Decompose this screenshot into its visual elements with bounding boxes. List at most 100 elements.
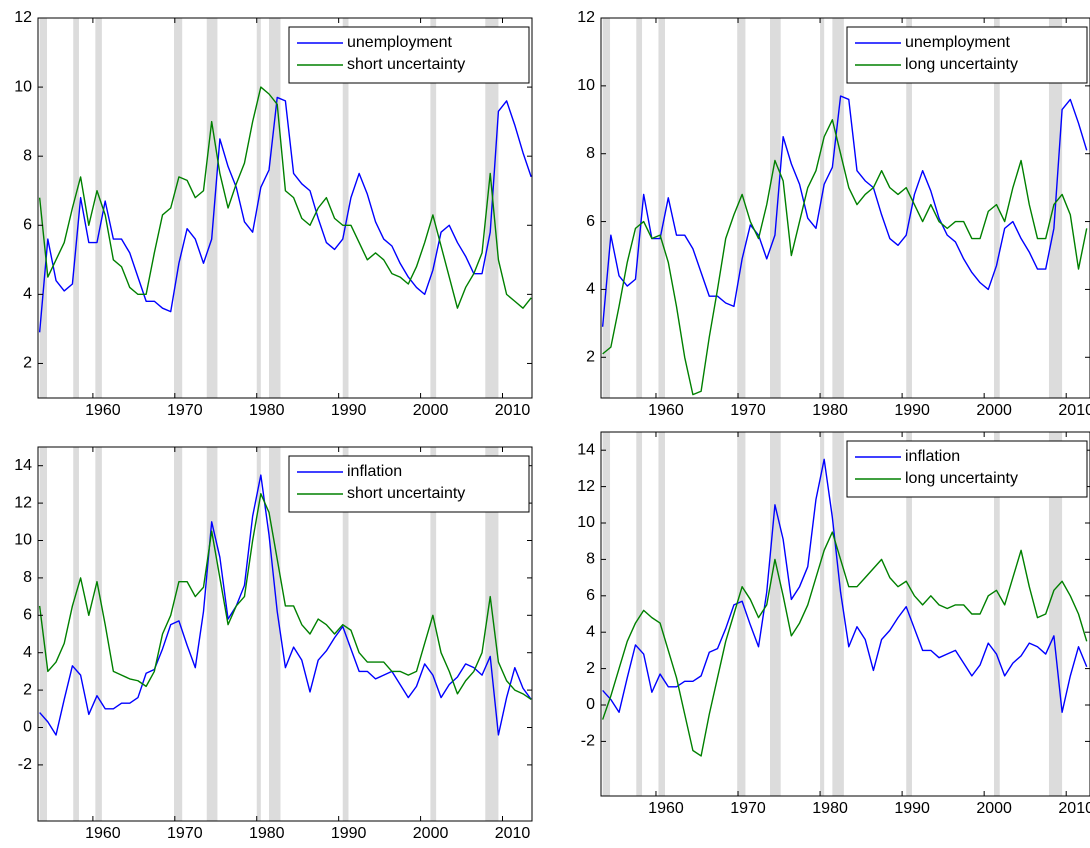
series-line xyxy=(602,119,1088,396)
y-tick-label: 12 xyxy=(577,9,595,26)
y-tick-label: 12 xyxy=(14,494,32,511)
series-line xyxy=(38,86,532,309)
legend-label: inflation xyxy=(905,448,960,465)
y-tick-label: 0 xyxy=(586,696,595,713)
recession-band xyxy=(770,432,781,796)
legend-label: short uncertainty xyxy=(347,485,465,502)
legend-box xyxy=(846,440,1088,498)
y-tick-label: 12 xyxy=(14,9,32,26)
series-line xyxy=(602,458,1088,713)
x-tick-label: 1980 xyxy=(812,402,848,419)
recession-band xyxy=(95,447,102,821)
recession-band xyxy=(430,18,437,398)
x-tick-label: 1990 xyxy=(331,402,367,419)
recession-band xyxy=(658,432,665,796)
plot-area xyxy=(601,432,1088,796)
legend: unemployment long uncertainty xyxy=(846,26,1088,84)
y-tick-label: 8 xyxy=(586,551,595,568)
y-tick-label: -2 xyxy=(581,733,595,750)
x-tick-label: 2010 xyxy=(495,825,531,842)
recession-band xyxy=(95,18,102,398)
recession-band xyxy=(256,18,261,398)
legend-box xyxy=(288,455,530,513)
legend: inflation short uncertainty xyxy=(288,455,530,513)
legend-label: long uncertainty xyxy=(905,56,1018,73)
recession-band xyxy=(994,432,1000,796)
recession-band xyxy=(737,432,746,796)
y-tick-label: -2 xyxy=(18,756,32,773)
y-tick-label: 14 xyxy=(577,441,595,458)
chart-panel: 2 4 6 8 10 12 1960 1970 1980 1990 2000 2010 unemploy… xyxy=(14,9,533,419)
recession-band xyxy=(636,18,643,398)
x-tick-label: 1970 xyxy=(730,402,766,419)
recession-band xyxy=(770,18,781,398)
y-tick-label: 6 xyxy=(586,587,595,604)
recession-band xyxy=(636,432,643,796)
series-line xyxy=(601,531,1088,757)
axes-box xyxy=(37,17,533,399)
x-tick-label: 2000 xyxy=(413,825,449,842)
chart-panel: -2 0 2 4 6 8 10 12 14 1960 1970 1980 1990 2000 2010 inf… xyxy=(14,446,533,842)
x-tick-label: 1960 xyxy=(85,402,121,419)
y-tick-label: 4 xyxy=(23,644,32,661)
recession-band xyxy=(430,447,437,821)
recession-band xyxy=(737,18,746,398)
y-tick-label: 10 xyxy=(14,532,32,549)
y-tick-label: 2 xyxy=(586,660,595,677)
recession-band xyxy=(906,18,912,398)
plot-area xyxy=(38,18,532,398)
y-tick-label: 8 xyxy=(23,147,32,164)
recession-band xyxy=(206,18,218,398)
legend-box xyxy=(846,26,1088,84)
series-line xyxy=(39,474,532,736)
y-tick-label: 4 xyxy=(23,286,32,303)
legend-label: unemployment xyxy=(347,34,453,51)
y-tick-label: 14 xyxy=(14,457,32,474)
recession-band xyxy=(602,18,611,398)
recession-band xyxy=(256,447,261,821)
recession-band xyxy=(342,18,349,398)
x-tick-label: 1960 xyxy=(648,800,684,817)
x-tick-label: 2000 xyxy=(976,402,1012,419)
recession-band xyxy=(73,18,79,398)
y-tick-label: 0 xyxy=(23,719,32,736)
recession-band xyxy=(173,447,183,821)
recession-band xyxy=(602,432,611,796)
x-tick-label: 2000 xyxy=(976,800,1012,817)
recession-band xyxy=(1048,432,1063,796)
x-tick-label: 1990 xyxy=(894,800,930,817)
x-tick-label: 1980 xyxy=(249,825,285,842)
y-tick-label: 2 xyxy=(23,355,32,372)
y-tick-label: 4 xyxy=(586,281,595,298)
x-tick-label: 1960 xyxy=(648,402,684,419)
x-tick-label: 2010 xyxy=(1058,800,1090,817)
legend: unemployment short uncertainty xyxy=(288,26,530,84)
x-tick-label: 1970 xyxy=(167,402,203,419)
x-tick-label: 2010 xyxy=(495,402,531,419)
legend: inflation long uncertainty xyxy=(846,440,1088,498)
plot-area xyxy=(601,18,1088,398)
legend-label: unemployment xyxy=(905,34,1011,51)
y-tick-label: 12 xyxy=(577,478,595,495)
series-line xyxy=(38,96,532,333)
x-tick-label: 2010 xyxy=(1058,402,1090,419)
y-tick-label: 10 xyxy=(577,514,595,531)
series-line xyxy=(38,493,532,701)
x-tick-label: 1990 xyxy=(331,825,367,842)
axes-box xyxy=(37,446,533,822)
x-tick-label: 1970 xyxy=(730,800,766,817)
recession-band xyxy=(485,447,499,821)
x-tick-label: 1980 xyxy=(812,800,848,817)
legend-box xyxy=(288,26,530,84)
recession-band xyxy=(658,18,665,398)
recession-band xyxy=(994,18,1000,398)
recession-band xyxy=(39,18,48,398)
x-tick-label: 1970 xyxy=(167,825,203,842)
x-tick-label: 1990 xyxy=(894,402,930,419)
recession-band xyxy=(820,432,825,796)
recession-band xyxy=(820,18,825,398)
y-tick-label: 2 xyxy=(23,681,32,698)
plot-area xyxy=(38,447,532,821)
series-line xyxy=(601,95,1088,327)
